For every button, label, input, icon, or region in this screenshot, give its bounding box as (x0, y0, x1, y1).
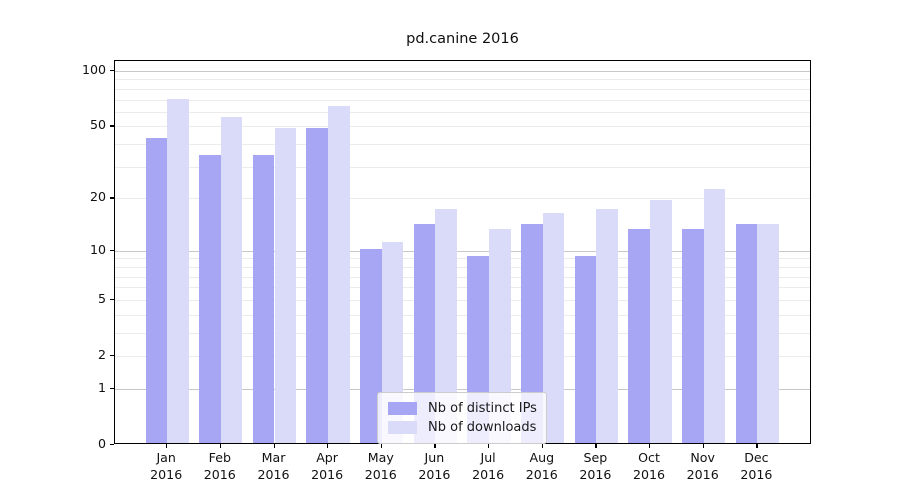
x-tick-mark-nov (702, 444, 704, 448)
x-tick-mark-sep (595, 444, 597, 448)
y-tick-label-0: 0 (97, 436, 106, 451)
bar-downloads-oct (650, 200, 672, 443)
x-tick-label-mar: Mar 2016 (257, 450, 290, 482)
gridline-minor-20 (115, 198, 810, 200)
bar-downloads-jan (167, 98, 189, 443)
legend-label-distinct-ips: Nb of distinct IPs (428, 401, 537, 416)
x-tick-label-apr: Apr 2016 (311, 450, 344, 482)
gridline-major-10 (115, 250, 810, 252)
legend-swatch-distinct-ips (388, 402, 417, 415)
y-tick-mark-50 (110, 125, 114, 127)
gridline-minor-30 (115, 166, 810, 168)
bar-downloads-jul (489, 229, 511, 443)
chart-title: pd.canine 2016 (406, 31, 519, 47)
bar-distinct-ips-jun (413, 223, 436, 443)
bar-distinct-ips-mar (252, 154, 275, 443)
bar-distinct-ips-jan (145, 138, 168, 443)
x-tick-mark-dec (756, 444, 758, 448)
y-tick-label-5: 5 (97, 290, 106, 306)
gridline-minor-7 (115, 276, 810, 278)
gridline-minor-80 (115, 88, 810, 90)
gridline-minor-60 (115, 111, 810, 113)
legend-swatch-downloads (388, 421, 417, 434)
x-tick-mark-jan (166, 444, 168, 448)
bar-distinct-ips-sep (574, 256, 597, 443)
x-tick-mark-aug (541, 444, 544, 448)
bar-downloads-sep (596, 208, 619, 443)
y-tick-label-50: 50 (89, 117, 106, 133)
gridline-minor-5 (115, 299, 810, 301)
x-tick-label-sep: Sep 2016 (579, 450, 612, 482)
bar-distinct-ips-dec (735, 223, 758, 443)
x-tick-mark-oct (649, 444, 651, 448)
plot-area (114, 60, 811, 444)
y-tick-mark-100 (110, 70, 114, 72)
y-tick-label-10: 10 (89, 241, 106, 257)
bar-downloads-apr (328, 106, 350, 443)
x-tick-label-jan: Jan 2016 (150, 450, 183, 482)
gridline-major-100 (115, 71, 810, 72)
bar-distinct-ips-apr (306, 127, 329, 443)
gridline-minor-9 (115, 258, 810, 260)
legend-item-distinct-ips: Nb of distinct IPs (386, 399, 538, 418)
x-tick-label-jul: Jul 2016 (472, 450, 505, 482)
y-tick-mark-5 (110, 298, 114, 301)
bar-distinct-ips-aug (521, 223, 543, 443)
x-tick-label-may: May 2016 (364, 450, 397, 482)
legend: Nb of distinct IPs Nb of downloads (377, 392, 547, 444)
gridline-major-1 (115, 388, 810, 390)
gridline-minor-6 (115, 287, 810, 289)
gridline-minor-40 (115, 144, 810, 146)
gridline-minor-70 (115, 99, 810, 101)
gridline-minor-90 (115, 79, 810, 81)
gridline-minor-2 (115, 356, 810, 357)
legend-label-downloads: Nb of downloads (428, 420, 537, 435)
y-tick-mark-2 (110, 355, 114, 357)
y-tick-mark-1 (110, 387, 114, 390)
x-tick-label-aug: Aug 2016 (525, 450, 558, 482)
x-tick-mark-jul (488, 444, 490, 448)
bar-distinct-ips-feb (199, 154, 221, 443)
y-tick-mark-20 (110, 197, 114, 199)
x-tick-mark-jun (434, 444, 436, 448)
bar-downloads-feb (220, 116, 243, 443)
bar-downloads-dec (757, 223, 780, 443)
x-tick-mark-may (380, 444, 383, 448)
bar-distinct-ips-nov (682, 229, 704, 443)
y-tick-label-100: 100 (81, 62, 106, 77)
bar-downloads-aug (542, 213, 565, 443)
bar-distinct-ips-may (360, 248, 382, 443)
bar-downloads-mar (274, 127, 297, 443)
y-tick-label-20: 20 (89, 189, 106, 205)
x-tick-label-jun: Jun 2016 (418, 450, 451, 482)
x-tick-label-dec: Dec 2016 (740, 450, 773, 482)
gridline-minor-50 (115, 126, 810, 128)
y-tick-label-2: 2 (97, 347, 106, 362)
x-tick-label-feb: Feb 2016 (203, 450, 236, 482)
y-tick-label-1: 1 (97, 379, 106, 395)
y-tick-mark-0 (110, 444, 114, 446)
gridline-minor-8 (115, 266, 810, 268)
gridline-minor-3 (115, 332, 810, 334)
x-tick-label-nov: Nov 2016 (686, 450, 719, 482)
bar-distinct-ips-oct (628, 229, 650, 443)
x-tick-label-oct: Oct 2016 (632, 450, 666, 482)
gridline-minor-4 (115, 314, 810, 316)
x-tick-mark-feb (219, 444, 222, 448)
x-tick-mark-apr (327, 444, 329, 448)
bar-downloads-jun (435, 208, 458, 443)
x-tick-mark-mar (273, 444, 275, 448)
y-tick-mark-10 (110, 249, 114, 251)
bar-downloads-nov (703, 188, 726, 443)
legend-item-downloads: Nb of downloads (386, 418, 538, 437)
